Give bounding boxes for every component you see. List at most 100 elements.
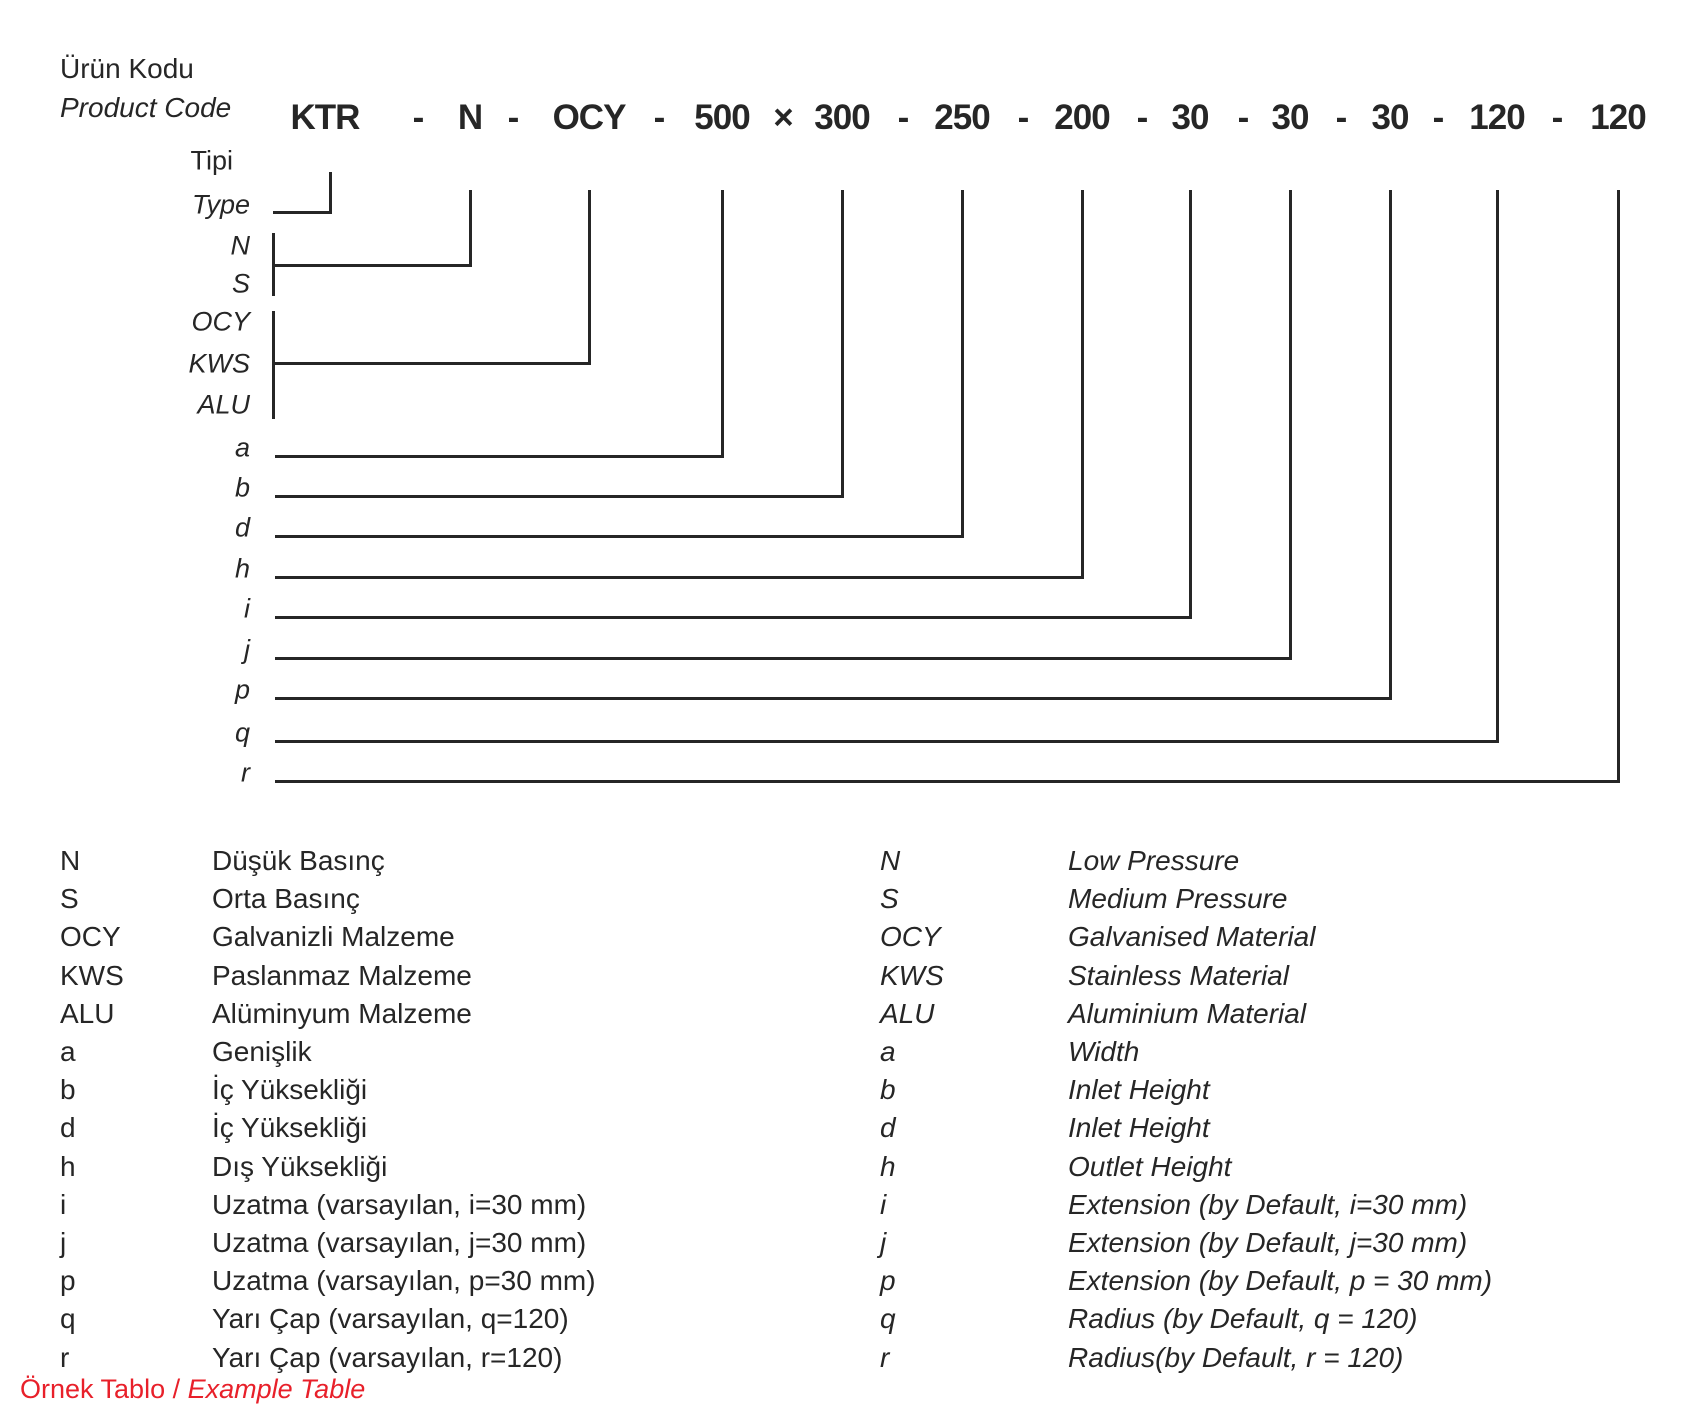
- code-segment-200-12: 200: [1054, 98, 1110, 137]
- legend-row-h: h Outlet Height: [0, 1151, 1704, 1189]
- legend-row-b: b Inlet Height: [0, 1074, 1704, 1112]
- legend-row-b: b İç Yüksekliği: [0, 1074, 1704, 1112]
- legend-row-a: a Width: [0, 1036, 1704, 1074]
- connector-vline-0: [468, 190, 472, 267]
- code-segment-dash-19: -: [1432, 98, 1445, 137]
- connector-vline-5: [1080, 190, 1084, 579]
- material-options-tick: [271, 311, 275, 419]
- type-elbow-hline: [273, 210, 332, 214]
- diagram-label-j: j: [244, 634, 250, 665]
- legend-description: Extension (by Default, p = 30 mm): [1068, 1265, 1493, 1296]
- legend-description: Galvanised Material: [1068, 921, 1316, 952]
- connector-hline-9: [275, 739, 1499, 743]
- legend-code: h: [880, 1151, 896, 1182]
- connector-hline-2: [275, 454, 724, 458]
- legend-row-OCY: OCY Galvanised Material: [0, 921, 1704, 959]
- legend-description: Yarı Çap (varsayılan, r=120): [212, 1342, 563, 1373]
- pressure-options-tick: [271, 233, 275, 296]
- code-segment-dash-3: -: [507, 98, 520, 137]
- diagram-label-ALU: ALU: [197, 389, 250, 420]
- legend-row-i: i Extension (by Default, i=30 mm): [0, 1189, 1704, 1227]
- legend-code: d: [880, 1112, 896, 1143]
- diagram-label-i: i: [244, 593, 250, 624]
- legend-description: Radius (by Default, q = 120): [1068, 1303, 1418, 1334]
- legend-code: i: [880, 1189, 887, 1220]
- legend-code: a: [880, 1036, 896, 1067]
- legend-row-j: j Uzatma (varsayılan, j=30 mm): [0, 1227, 1704, 1265]
- legend-row-d: d İç Yüksekliği: [0, 1112, 1704, 1150]
- type-label-tr: Tipi: [190, 145, 233, 176]
- code-segment-30-16: 30: [1271, 98, 1310, 137]
- legend-row-ALU: ALU Alüminyum Malzeme: [0, 998, 1704, 1036]
- legend-code: d: [60, 1112, 76, 1143]
- legend-code: N: [60, 845, 81, 876]
- diagram-label-a: a: [234, 432, 250, 463]
- legend-description: Outlet Height: [1068, 1151, 1232, 1182]
- legend-description: Aluminium Material: [1068, 998, 1307, 1029]
- legend-row-a: a Genişlik: [0, 1036, 1704, 1074]
- legend-row-N: N Low Pressure: [0, 845, 1704, 883]
- connector-hline-3: [275, 494, 844, 498]
- code-segment-250-10: 250: [934, 98, 990, 137]
- legend-description: İç Yüksekliği: [212, 1112, 368, 1143]
- connector-vline-9: [1495, 190, 1499, 743]
- diagram-label-b: b: [234, 472, 250, 503]
- legend-description: Orta Basınç: [212, 883, 360, 914]
- legend-row-r: r Yarı Çap (varsayılan, r=120): [0, 1342, 1704, 1380]
- diagram-label-N: N: [230, 230, 251, 261]
- connector-vline-3: [840, 190, 844, 498]
- legend-row-N: N Düşük Basınç: [0, 845, 1704, 883]
- connector-hline-4: [275, 534, 964, 538]
- code-segment-dash-1: -: [412, 98, 425, 137]
- legend-code: p: [60, 1265, 76, 1296]
- legend-code: q: [880, 1303, 896, 1334]
- code-segment-30-18: 30: [1371, 98, 1410, 137]
- legend-row-p: p Extension (by Default, p = 30 mm): [0, 1265, 1704, 1303]
- legend-description: Extension (by Default, j=30 mm): [1068, 1227, 1468, 1258]
- legend-description: Extension (by Default, i=30 mm): [1068, 1189, 1468, 1220]
- page-title-turkish: Ürün Kodu: [60, 53, 194, 84]
- legend-description: Inlet Height: [1068, 1112, 1210, 1143]
- diagram-label-OCY: OCY: [191, 306, 250, 337]
- diagram-label-r: r: [241, 757, 250, 788]
- legend-row-q: q Radius (by Default, q = 120): [0, 1303, 1704, 1341]
- legend-row-q: q Yarı Çap (varsayılan, q=120): [0, 1303, 1704, 1341]
- legend-description: Genişlik: [212, 1036, 312, 1067]
- legend-description: Alüminyum Malzeme: [212, 998, 472, 1029]
- code-segment-N-2: N: [457, 98, 483, 137]
- legend-row-KWS: KWS Paslanmaz Malzeme: [0, 960, 1704, 998]
- code-segment-dash-15: -: [1237, 98, 1250, 137]
- legend-row-i: i Uzatma (varsayılan, i=30 mm): [0, 1189, 1704, 1227]
- code-segment-dash-11: -: [1017, 98, 1030, 137]
- connector-vline-10: [1616, 190, 1620, 783]
- legend-code: OCY: [880, 921, 941, 952]
- legend-code: OCY: [60, 921, 121, 952]
- connector-hline-7: [275, 656, 1292, 660]
- connector-vline-7: [1288, 190, 1292, 660]
- diagram-label-p: p: [234, 674, 250, 705]
- legend-code: b: [60, 1074, 76, 1105]
- code-segment-dash-9: -: [897, 98, 910, 137]
- code-segment-30-14: 30: [1171, 98, 1210, 137]
- diagram-label-S: S: [231, 268, 250, 299]
- connector-vline-4: [960, 190, 964, 538]
- code-segment-120-20: 120: [1469, 98, 1525, 137]
- legend-code: a: [60, 1036, 76, 1067]
- legend-code: h: [60, 1151, 76, 1182]
- code-segment-KTR-0: KTR: [290, 98, 361, 137]
- legend-row-OCY: OCY Galvanizli Malzeme: [0, 921, 1704, 959]
- legend-row-p: p Uzatma (varsayılan, p=30 mm): [0, 1265, 1704, 1303]
- legend-description: Medium Pressure: [1068, 883, 1288, 914]
- code-segment-500-6: 500: [694, 98, 750, 137]
- legend-code: N: [880, 845, 901, 876]
- connector-hline-5: [275, 575, 1084, 579]
- code-segment-dash-21: -: [1551, 98, 1564, 137]
- legend-description: Stainless Material: [1068, 960, 1289, 991]
- legend-row-j: j Extension (by Default, j=30 mm): [0, 1227, 1704, 1265]
- legend-code: j: [880, 1227, 887, 1258]
- diagram-label-h: h: [234, 553, 250, 584]
- example-table-label-turkish: Örnek Tablo: [20, 1374, 166, 1404]
- code-segment-times-7: ×: [773, 98, 793, 137]
- legend-row-h: h Dış Yüksekliği: [0, 1151, 1704, 1189]
